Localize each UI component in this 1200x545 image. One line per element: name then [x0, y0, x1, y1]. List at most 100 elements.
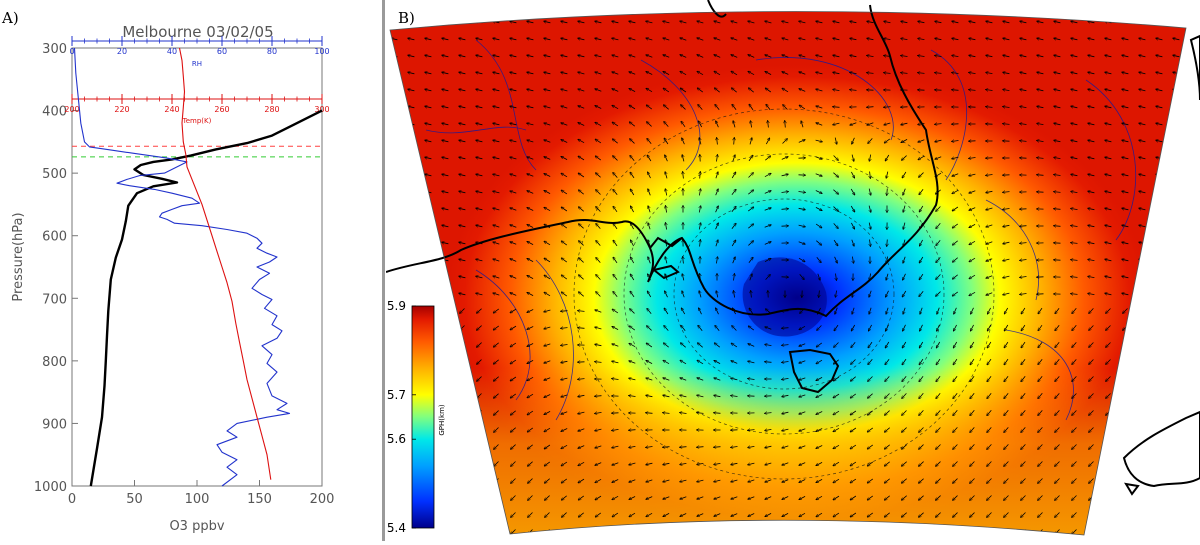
wind-arrow [391, 72, 398, 74]
wind-arrow [1123, 496, 1128, 501]
wind-arrow [1156, 225, 1163, 227]
wind-arrow [442, 21, 449, 23]
secondary-tick-label: 240 [164, 105, 179, 114]
wind-arrow [1174, 394, 1179, 399]
secondary-tick-label: 60 [217, 47, 227, 56]
secondary-tick-label: 200 [64, 105, 79, 114]
wind-arrow [477, 445, 482, 450]
panel-a-label: A) [2, 9, 19, 27]
wind-arrow [1139, 293, 1146, 295]
wind-arrow [850, 530, 856, 534]
wind-arrow [443, 462, 448, 467]
wind-arrow [1174, 411, 1179, 416]
wind-arrow [460, 513, 465, 518]
wind-arrow [1174, 377, 1179, 382]
wind-arrow [1156, 191, 1163, 193]
x-tick-label: 0 [68, 492, 76, 507]
wind-arrow [1123, 360, 1128, 365]
wind-arrow [408, 225, 415, 227]
wind-arrow [1157, 326, 1162, 331]
wind-arrow [680, 530, 686, 533]
wind-arrow [1106, 513, 1111, 518]
wind-arrow [391, 21, 398, 23]
wind-arrow [1123, 428, 1128, 433]
wind-arrow [646, 530, 652, 534]
x-tick-label: 150 [247, 492, 272, 507]
rh-profile-line [75, 48, 290, 486]
panel-b: B) [386, 0, 1200, 541]
chart-title: Melbourne 03/02/05 [122, 23, 273, 41]
wind-arrow [443, 360, 448, 365]
wind-arrow [1089, 530, 1094, 535]
wind-arrow [1123, 445, 1128, 450]
colorbar-label: GPH(km) [438, 404, 446, 436]
wind-arrow [1174, 343, 1179, 348]
wind-arrow [867, 530, 872, 534]
wind-arrow [1156, 293, 1163, 295]
wind-arrow [443, 309, 448, 314]
wind-arrow [425, 208, 432, 210]
wind-arrow [425, 21, 432, 23]
wind-arrow [799, 530, 805, 534]
wind-arrow [1140, 513, 1145, 518]
wind-arrow [1156, 259, 1163, 261]
wind-arrow [1140, 326, 1145, 331]
wind-arrow [409, 530, 414, 535]
wind-arrow [714, 530, 720, 533]
secondary-tick-label: 80 [267, 47, 277, 56]
wind-arrow [1106, 445, 1111, 450]
wind-arrow [425, 225, 432, 227]
y-tick-label: 900 [42, 417, 67, 432]
wind-arrow [1157, 377, 1162, 382]
colorbar-tick-label: 5.7 [387, 388, 406, 402]
wind-arrow [408, 242, 415, 244]
wind-arrow [562, 530, 567, 535]
wind-arrow [970, 530, 975, 535]
x-tick-label: 200 [310, 492, 335, 507]
wind-arrow [1139, 21, 1146, 23]
ozone-profile-chart: Melbourne 03/02/05 300400500600700800900… [0, 0, 382, 541]
wind-arrow [1140, 343, 1145, 348]
wind-arrow [1174, 530, 1179, 535]
wind-arrow [408, 191, 415, 193]
wind-arrow [1139, 276, 1146, 278]
wind-arrow [1140, 496, 1145, 501]
wind-arrow [765, 530, 771, 533]
wind-arrow [1106, 462, 1111, 467]
wind-arrow [1174, 496, 1179, 501]
wind-arrow [629, 530, 635, 534]
wind-arrow [1174, 360, 1179, 365]
wind-arrow [612, 530, 618, 534]
wind-arrow [391, 242, 398, 244]
wind-arrow [392, 326, 397, 331]
secondary-tick-label: 260 [214, 105, 229, 114]
wind-arrow [663, 530, 669, 534]
x-tick-label: 50 [126, 492, 143, 507]
wind-arrow [391, 106, 398, 108]
wind-arrow [460, 411, 465, 416]
wind-arrow [1089, 513, 1094, 518]
wind-arrow [391, 276, 398, 278]
wind-arrow [443, 496, 448, 501]
wind-arrow [1173, 123, 1180, 125]
wind-arrow [443, 343, 448, 348]
wind-arrow [1004, 530, 1009, 535]
wind-arrow [1140, 360, 1145, 365]
wind-arrow [1173, 225, 1180, 227]
wind-arrow [460, 343, 465, 348]
wind-arrow [391, 140, 398, 142]
wind-arrow [408, 276, 415, 278]
x-tick-label: 100 [185, 492, 210, 507]
wind-arrow [1140, 530, 1145, 535]
wind-arrow [477, 462, 482, 467]
wind-arrow [392, 513, 397, 518]
wind-arrow [578, 530, 583, 535]
wind-arrow [408, 259, 415, 261]
colorbar-scale [412, 306, 434, 528]
wind-arrow [408, 208, 415, 210]
wind-arrow [1123, 513, 1128, 518]
wind-arrow [425, 293, 432, 295]
wind-arrow [1156, 242, 1163, 244]
colorbar-tick-label: 5.6 [387, 432, 406, 446]
wind-arrow [443, 479, 448, 484]
